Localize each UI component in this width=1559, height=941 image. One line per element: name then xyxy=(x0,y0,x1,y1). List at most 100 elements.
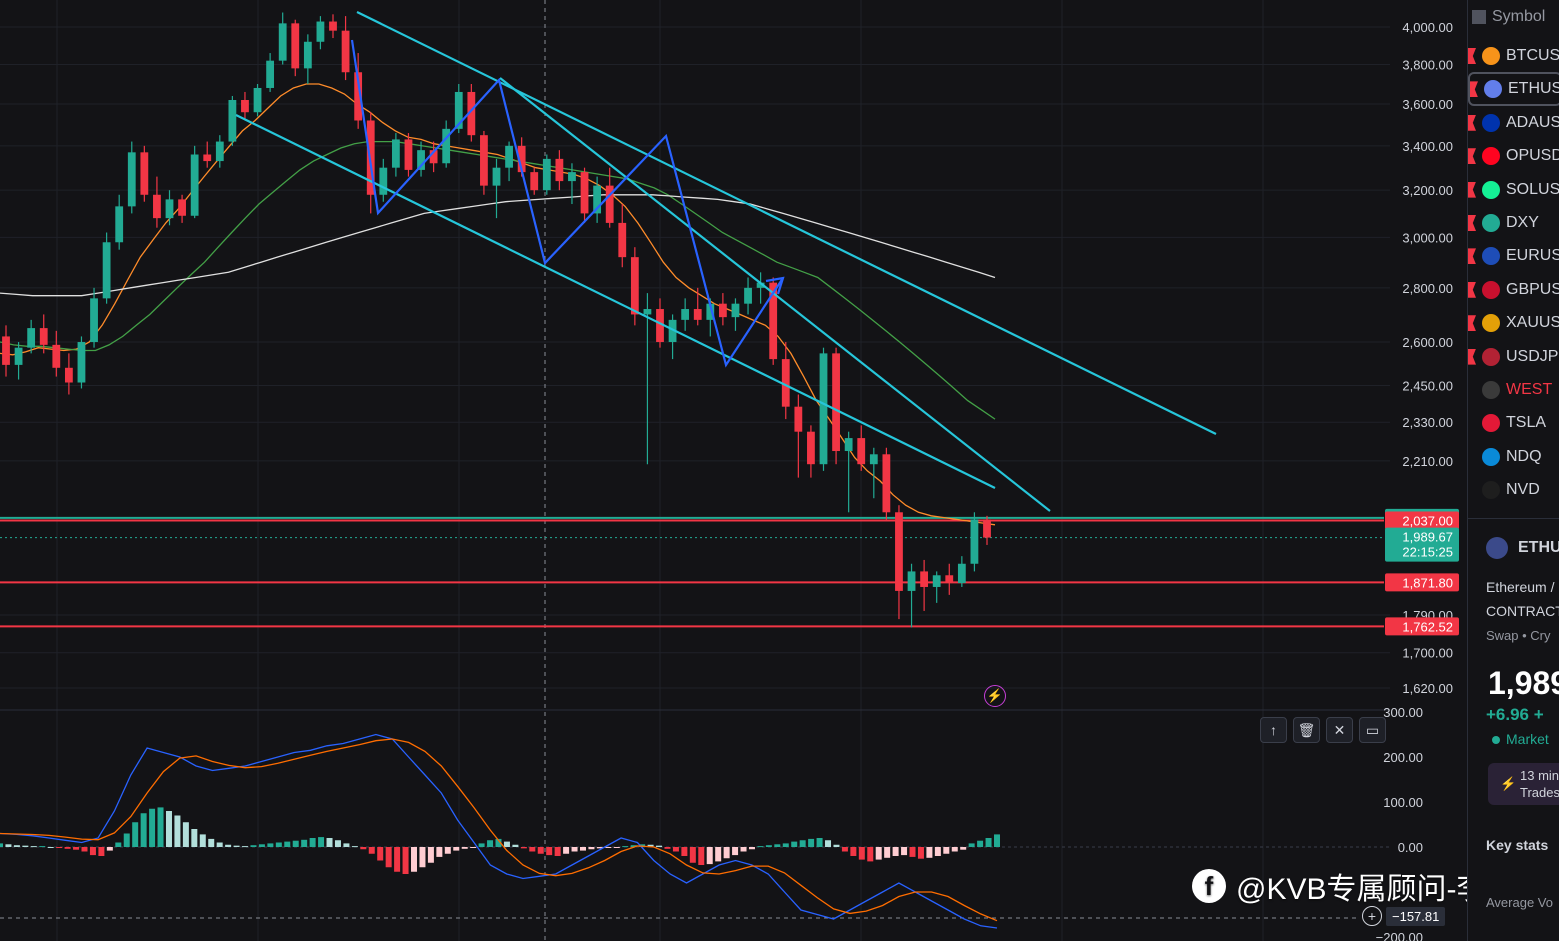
us-flag-icon xyxy=(1482,347,1500,366)
symbol-row[interactable]: USDJPY xyxy=(1468,342,1559,372)
flag-icon[interactable] xyxy=(1468,415,1476,431)
horizontal-levels[interactable] xyxy=(0,516,1384,628)
abc-pattern[interactable] xyxy=(350,39,785,368)
flag-icon[interactable] xyxy=(1468,482,1476,498)
candle-body xyxy=(417,150,425,170)
macd-bar xyxy=(994,834,1000,847)
symbol-row[interactable]: DXY xyxy=(1468,208,1559,238)
macd-bar xyxy=(444,847,451,854)
trade-box[interactable]: ⚡ 13 min Trades xyxy=(1488,763,1559,805)
trash-icon[interactable]: 🗑 xyxy=(1293,717,1320,743)
macd-bar xyxy=(174,815,181,847)
symbol-row[interactable]: OPUSD xyxy=(1468,141,1559,171)
flag-icon[interactable] xyxy=(1468,382,1476,398)
macd-bar xyxy=(571,847,578,852)
candle-body xyxy=(115,206,124,243)
channel-lower-line[interactable] xyxy=(235,114,996,489)
collapse-icon[interactable] xyxy=(1472,10,1486,24)
candle-body xyxy=(756,282,765,288)
candle-body xyxy=(467,91,476,136)
flag-icon[interactable] xyxy=(1468,248,1476,265)
symbol-row[interactable]: NVD xyxy=(1468,475,1559,505)
candle-body xyxy=(266,60,275,88)
symbol-row[interactable]: BTCUSD xyxy=(1468,41,1559,71)
macd-bar xyxy=(132,822,139,847)
symbol-label: EURUSD xyxy=(1506,247,1559,265)
macd-bar xyxy=(698,847,705,865)
channel-middle-line[interactable] xyxy=(499,77,1051,512)
plus-icon[interactable]: + xyxy=(1362,906,1382,926)
macd-bar xyxy=(808,838,815,847)
arrow-up-icon[interactable]: ↑ xyxy=(1260,717,1287,743)
crosshair-label: + −157.81 xyxy=(1362,906,1446,926)
flag-icon[interactable] xyxy=(1468,281,1476,298)
macd-bar xyxy=(647,844,654,847)
close-icon[interactable]: ✕ xyxy=(1326,717,1353,743)
candle-body xyxy=(656,309,664,343)
macd-bar xyxy=(419,847,426,868)
symbol-row[interactable]: ADAUSD xyxy=(1468,108,1559,138)
macd-bar xyxy=(529,847,536,852)
detail-tags: Swap • Cry xyxy=(1486,628,1551,643)
candle-body xyxy=(882,454,891,513)
macd-bar xyxy=(326,838,333,847)
candle-body xyxy=(668,319,677,343)
pattern-path-1[interactable] xyxy=(350,39,784,368)
symbol-row[interactable]: TSLA xyxy=(1468,408,1559,438)
candle-body xyxy=(945,575,954,584)
candle-body xyxy=(957,563,966,584)
macd-tick-label: −200.00 xyxy=(1376,930,1423,941)
symbol-row[interactable]: XAUUSD xyxy=(1468,308,1559,338)
candle-body xyxy=(429,150,438,164)
flag-icon[interactable] xyxy=(1468,348,1476,365)
macd-bar xyxy=(309,838,316,847)
macd-bar xyxy=(605,847,612,848)
ma-line xyxy=(0,140,996,420)
macd-bar xyxy=(537,847,544,854)
macd-bar xyxy=(368,847,375,854)
average-volume-label: Average Vo xyxy=(1486,895,1553,910)
symbol-row[interactable]: WEST xyxy=(1468,375,1559,405)
flag-icon[interactable] xyxy=(1468,181,1476,198)
symbol-row[interactable]: NDQ xyxy=(1468,442,1559,472)
trend-channel[interactable] xyxy=(235,11,1217,512)
macd-bar xyxy=(833,844,840,847)
macd-bar xyxy=(579,847,586,851)
macd-bar xyxy=(622,846,629,848)
symbol-row[interactable]: SOLUSD xyxy=(1468,175,1559,205)
maximize-icon[interactable]: ▭ xyxy=(1359,717,1386,743)
macd-bar xyxy=(512,844,519,847)
y-tick-label: 2,800.00 xyxy=(1402,281,1453,296)
flag-icon[interactable] xyxy=(1468,315,1476,332)
macd-bar xyxy=(774,844,781,847)
candle-body xyxy=(341,30,350,73)
macd-bar xyxy=(427,847,434,863)
flag-icon[interactable] xyxy=(1468,449,1476,465)
symbol-label: ETHUSD xyxy=(1508,80,1559,98)
symbol-row[interactable]: GBPUSD xyxy=(1468,275,1559,305)
macd-bar xyxy=(478,843,485,847)
symbol-row[interactable]: EURUSD xyxy=(1468,241,1559,271)
macd-bar xyxy=(30,846,37,848)
candle-body xyxy=(706,303,715,320)
flag-icon[interactable] xyxy=(1468,215,1476,231)
symbol-row[interactable]: ETHUSD xyxy=(1468,72,1559,107)
macd-bar xyxy=(892,847,899,856)
candle-body xyxy=(819,353,828,465)
macd-bar xyxy=(951,847,958,852)
macd-bar xyxy=(39,846,46,848)
watchlist-header[interactable]: Symbol xyxy=(1468,0,1559,34)
alert-bolt-icon[interactable]: ⚡ xyxy=(984,685,1006,707)
flag-icon[interactable] xyxy=(1468,48,1476,64)
macd-bar xyxy=(977,840,984,847)
flag-icon[interactable] xyxy=(1468,114,1476,131)
macd-bar xyxy=(960,847,967,850)
candle-body xyxy=(480,135,488,186)
price-chart[interactable]: 4,000.00 3,800.00 3,600.00 3,400.00 3,200.00… xyxy=(0,0,1467,941)
macd-bar xyxy=(563,847,570,854)
flag-icon[interactable] xyxy=(1468,148,1476,165)
current-price-bg xyxy=(1385,527,1459,562)
flag-icon[interactable] xyxy=(1470,81,1478,98)
trade-box-line1: 13 min xyxy=(1520,768,1559,783)
eu-flag-icon xyxy=(1482,247,1500,266)
